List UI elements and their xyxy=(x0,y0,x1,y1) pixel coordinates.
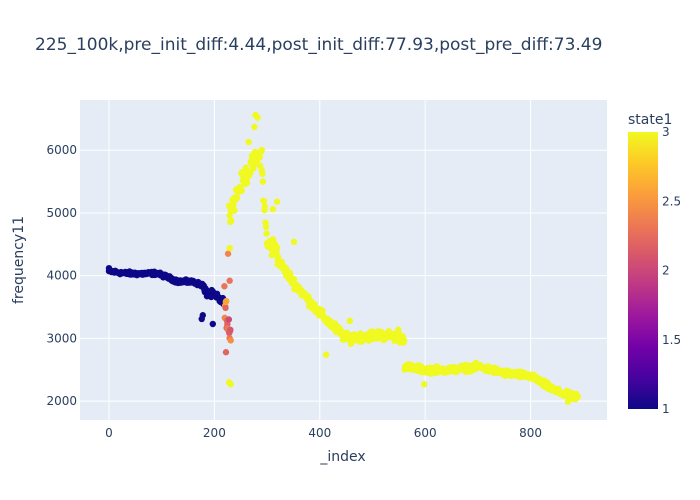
plot-area xyxy=(80,100,607,420)
data-point xyxy=(260,197,268,205)
chart-title: 225_100k,pre_init_diff:4.44,post_init_di… xyxy=(35,35,602,55)
data-point xyxy=(420,381,428,388)
data-point xyxy=(259,178,267,185)
y-tick-label: 4000 xyxy=(46,269,77,283)
colorbar-tick-label: 3 xyxy=(662,125,670,139)
data-point xyxy=(322,351,330,358)
data-point xyxy=(290,276,298,283)
data-point xyxy=(261,203,269,210)
y-axis-title: frequency11 xyxy=(11,216,27,304)
data-point xyxy=(395,326,402,333)
data-point xyxy=(243,179,251,187)
data-point xyxy=(224,250,232,257)
data-point xyxy=(273,249,280,256)
y-tick-labels: 2000 3000 4000 5000 6000 xyxy=(46,143,77,408)
data-point xyxy=(273,244,281,251)
x-tick-label: 800 xyxy=(519,426,542,440)
colorbar-title: state1 xyxy=(628,112,672,128)
data-point xyxy=(346,317,354,325)
data-point xyxy=(230,202,237,209)
data-point xyxy=(227,381,234,388)
x-tick-label: 600 xyxy=(414,426,437,440)
data-point xyxy=(222,304,229,312)
data-point xyxy=(231,207,238,214)
data-point xyxy=(400,337,408,344)
data-point xyxy=(564,398,572,406)
data-point xyxy=(238,187,245,194)
colorbar-gradient xyxy=(628,132,658,409)
x-tick-label: 0 xyxy=(105,426,113,440)
data-point xyxy=(221,283,228,290)
data-point xyxy=(259,170,266,177)
x-tick-label: 400 xyxy=(308,426,331,440)
data-point xyxy=(262,223,270,231)
data-point xyxy=(574,393,582,400)
x-axis-title: _index xyxy=(319,449,365,465)
data-point xyxy=(319,307,326,314)
data-point xyxy=(347,340,355,348)
data-point xyxy=(269,205,277,213)
y-tick-label: 6000 xyxy=(46,143,77,157)
data-point xyxy=(258,146,266,154)
x-tick-labels: 0 200 400 600 800 xyxy=(105,426,542,440)
data-point xyxy=(227,337,234,344)
data-point xyxy=(223,297,230,305)
data-point xyxy=(226,277,233,284)
data-point xyxy=(254,114,261,121)
colorbar-tick-label: 2.5 xyxy=(662,194,681,208)
colorbar-tick-label: 2 xyxy=(662,264,670,278)
data-point xyxy=(105,264,113,272)
data-point xyxy=(251,123,258,131)
x-tick-label: 200 xyxy=(203,426,226,440)
colorbar-tick-label: 1 xyxy=(662,402,670,416)
data-point xyxy=(226,244,233,252)
data-points xyxy=(105,111,582,406)
data-point xyxy=(222,349,230,356)
y-tick-label: 3000 xyxy=(46,331,77,345)
data-point xyxy=(233,194,241,202)
data-point xyxy=(225,316,233,323)
data-point xyxy=(245,138,252,146)
data-point xyxy=(228,217,235,225)
colorbar-tick-labels: 1 1.5 2 2.5 3 xyxy=(662,125,681,416)
data-point xyxy=(226,212,233,219)
data-point xyxy=(273,198,281,205)
data-point xyxy=(263,230,270,237)
colorbar: state1 1 1.5 2 2.5 3 xyxy=(628,112,681,416)
data-point xyxy=(256,154,263,161)
data-point xyxy=(209,320,217,328)
data-point xyxy=(199,312,206,319)
data-point xyxy=(290,238,298,246)
data-point xyxy=(227,326,234,334)
data-point xyxy=(247,169,254,177)
y-tick-label: 2000 xyxy=(46,394,77,408)
y-tick-label: 5000 xyxy=(46,206,77,220)
colorbar-tick-label: 1.5 xyxy=(662,333,681,347)
